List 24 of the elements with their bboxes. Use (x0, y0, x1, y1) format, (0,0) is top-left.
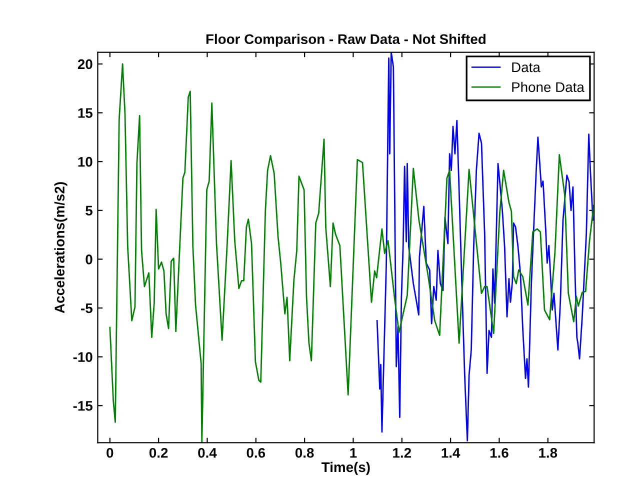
x-tick-label: 0.6 (246, 448, 266, 458)
x-tick-label: 1.6 (490, 448, 508, 458)
chart-title: Floor Comparison - Raw Data - Not Shifted (206, 34, 486, 47)
x-tick-label: 0 (106, 448, 114, 458)
x-tick-label: 0.4 (198, 448, 217, 458)
y-tick-label: 20 (78, 59, 92, 70)
x-tick-label: 0.8 (295, 448, 314, 458)
x-tick-label: 1.8 (539, 448, 558, 458)
line-series (109, 63, 594, 443)
legend-label: Data (512, 62, 540, 72)
x-tick-label: 1.4 (442, 448, 460, 458)
x-tick-label: 1 (350, 448, 357, 458)
y-tick-label: 10 (78, 156, 92, 167)
legend-label: Phone Data (512, 82, 584, 92)
x-tick-label: 1.2 (393, 448, 411, 458)
y-tick-label: -5 (81, 303, 92, 314)
y-tick-label: 0 (86, 254, 92, 264)
y-tick-label: 5 (86, 206, 92, 216)
x-axis-title: Time(s) (322, 462, 370, 475)
y-tick-label: -15 (73, 401, 92, 411)
y-axis-title: Accelerations(m/s2) (54, 182, 68, 314)
y-tick-label: 15 (78, 108, 92, 118)
y-tick-label: -10 (73, 352, 92, 362)
x-tick-label: 0.2 (149, 448, 168, 458)
